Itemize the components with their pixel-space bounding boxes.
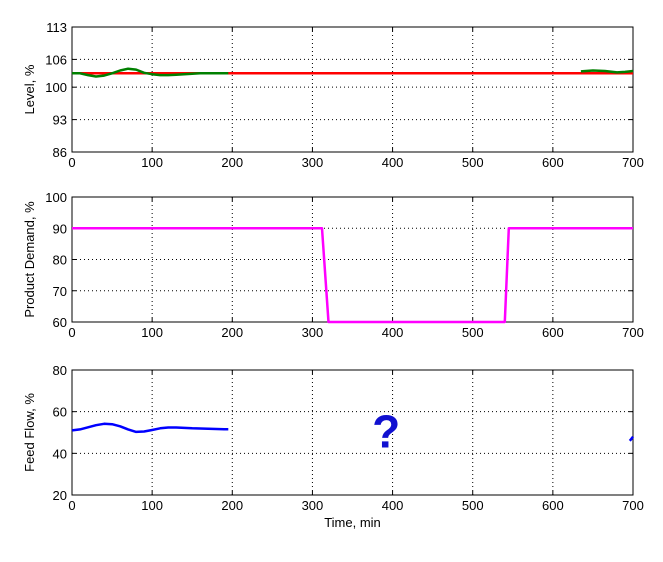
- series-line-level_measured: [580, 69, 634, 74]
- x-tick-label: 0: [68, 155, 75, 170]
- y-tick-label: 100: [45, 80, 67, 95]
- x-tick-label: 0: [68, 325, 75, 340]
- series-line-feed: [628, 435, 634, 442]
- x-tick-label: 500: [462, 325, 484, 340]
- y-tick-label: 90: [53, 221, 67, 236]
- series-line-feed: [71, 422, 229, 434]
- y-tick-label: 70: [53, 284, 67, 299]
- y-tick-label: 113: [46, 20, 67, 35]
- x-tick-label: 100: [141, 325, 163, 340]
- axes-box: [71, 26, 634, 153]
- x-tick-label: 400: [382, 155, 404, 170]
- x-tick-label: 100: [141, 155, 163, 170]
- y-tick-label: 20: [53, 488, 67, 503]
- y-tick-label: 106: [45, 52, 67, 67]
- y-axis-label: Level, %: [22, 64, 37, 114]
- y-tick-label: 40: [53, 446, 67, 461]
- x-tick-label: 700: [622, 498, 644, 513]
- x-tick-label: 700: [622, 155, 644, 170]
- y-tick-label: 86: [53, 145, 67, 160]
- x-tick-label: 500: [462, 155, 484, 170]
- x-tick-label: 700: [622, 325, 644, 340]
- y-tick-label: 93: [53, 113, 67, 128]
- y-tick-label: 80: [53, 363, 67, 378]
- y-tick-label: 100: [45, 190, 67, 205]
- x-tick-label: 600: [542, 155, 564, 170]
- y-axis-label: Feed Flow, %: [22, 393, 37, 472]
- plot-level: 0 100 200 300 400 500 600 700 86 93 100 106 113 Level…: [22, 20, 644, 170]
- axes-box: [71, 369, 634, 496]
- plot-feed: 0 100 200 300 400 500 600 700 20 40 60 80 Feed Flow,…: [22, 363, 644, 530]
- x-tick-label: 200: [221, 155, 243, 170]
- x-tick-label: 300: [302, 498, 324, 513]
- series-line-level_measured: [72, 67, 229, 78]
- y-axis-label: Product Demand, %: [22, 201, 37, 318]
- x-tick-label: 500: [462, 498, 484, 513]
- y-tick-label: 60: [53, 315, 67, 330]
- x-tick-label: 600: [542, 498, 564, 513]
- x-axis-label: Time, min: [324, 515, 381, 530]
- x-tick-label: 200: [221, 325, 243, 340]
- x-tick-label: 400: [382, 498, 404, 513]
- x-tick-label: 0: [68, 498, 75, 513]
- question-annotation: ?: [372, 406, 400, 458]
- plot-demand: 0 100 200 300 400 500 600 700 60 70 80 90 100 Product…: [22, 190, 644, 340]
- x-tick-label: 600: [542, 325, 564, 340]
- y-tick-label: 80: [53, 253, 67, 268]
- x-tick-label: 300: [302, 155, 324, 170]
- x-tick-label: 300: [302, 325, 324, 340]
- series-line-demand: [72, 227, 633, 324]
- x-tick-label: 400: [382, 325, 404, 340]
- x-tick-label: 100: [141, 498, 163, 513]
- x-tick-label: 200: [221, 498, 243, 513]
- y-tick-label: 60: [53, 405, 67, 420]
